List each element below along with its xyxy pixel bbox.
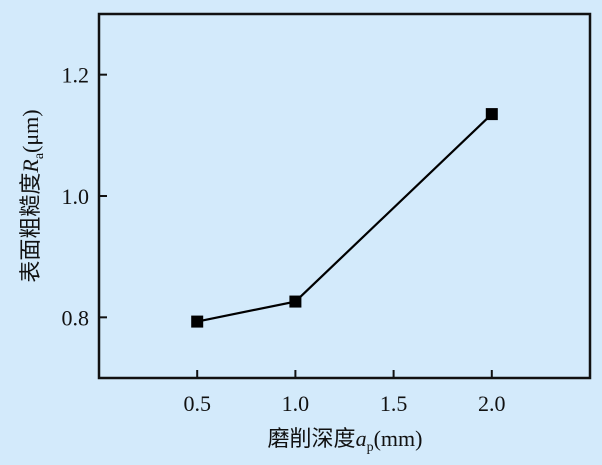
data-point-marker	[289, 295, 302, 308]
y-tick-label: 1.0	[62, 184, 90, 209]
x-tick-label: 2.0	[478, 391, 506, 416]
x-axis-label: 磨削深度ap(mm)	[268, 426, 423, 455]
data-point-marker	[485, 108, 498, 121]
data-point-marker	[191, 315, 204, 328]
y-axis-label: 表面粗糙度Ra(μm)	[18, 109, 47, 282]
x-tick-label: 1.0	[282, 391, 310, 416]
x-tick-label: 0.5	[183, 391, 211, 416]
plot-frame	[97, 12, 592, 380]
series-line	[196, 113, 493, 323]
y-tick-label: 1.2	[62, 63, 90, 88]
x-tick-label: 1.5	[380, 391, 408, 416]
y-tick-label: 0.8	[62, 305, 90, 330]
